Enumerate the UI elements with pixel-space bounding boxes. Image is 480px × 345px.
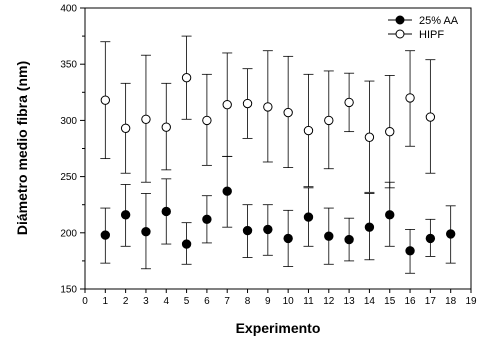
legend-marker-25aa — [395, 15, 405, 25]
data-point-25aa — [344, 234, 354, 245]
y-tick-label: 250 — [60, 172, 77, 183]
data-point-25aa — [161, 206, 171, 217]
x-tick-label: 3 — [143, 296, 149, 307]
y-axis: 150 200 250 300 350 400 — [60, 4, 85, 296]
data-point-hipf — [181, 72, 192, 83]
data-markers — [100, 72, 456, 256]
x-tick-label: 8 — [245, 296, 251, 307]
x-axis-title: Experimento — [236, 320, 321, 336]
data-point-25aa — [324, 231, 334, 241]
data-point-25aa — [445, 229, 456, 239]
x-tick-label: 19 — [465, 296, 477, 307]
x-tick-label: 10 — [283, 296, 295, 307]
legend-label-hipf: HIPF — [419, 29, 444, 41]
data-point-25aa — [263, 224, 273, 235]
data-point-25aa — [100, 230, 111, 240]
data-point-25aa — [181, 239, 192, 249]
data-point-hipf — [100, 95, 111, 105]
data-point-25aa — [425, 233, 436, 244]
data-point-hipf — [222, 99, 232, 110]
y-tick-label: 300 — [60, 116, 77, 127]
legend-marker-hipf — [395, 29, 405, 39]
data-point-hipf — [303, 125, 314, 136]
x-tick-label: 5 — [184, 296, 190, 307]
data-point-25aa — [283, 233, 293, 244]
data-point-25aa — [202, 214, 212, 225]
x-tick-label: 0 — [82, 296, 88, 307]
error-bars — [100, 35, 456, 274]
data-point-hipf — [202, 115, 212, 126]
y-axis-title: Diámetro medio fibra (nm) — [14, 61, 30, 235]
x-tick-label: 4 — [163, 296, 169, 307]
data-point-25aa — [405, 246, 415, 256]
x-tick-label: 11 — [303, 296, 314, 307]
x-tick-label: 13 — [344, 296, 356, 307]
x-tick-label: 7 — [224, 296, 230, 307]
x-tick-label: 17 — [425, 296, 437, 307]
data-point-hipf — [242, 98, 253, 109]
legend-label-25aa: 25% AA — [419, 15, 459, 27]
x-tick-label: 1 — [103, 296, 109, 307]
data-point-hipf — [120, 123, 131, 133]
y-tick-label: 200 — [60, 228, 77, 239]
y-tick-label: 400 — [60, 4, 77, 15]
x-tick-label: 15 — [384, 296, 396, 307]
plot-area — [84, 7, 472, 290]
data-point-25aa — [385, 210, 395, 220]
data-point-hipf — [425, 112, 436, 122]
data-point-25aa — [364, 222, 375, 232]
data-point-hipf — [324, 115, 334, 126]
legend: 25% AA HIPF — [388, 15, 459, 41]
x-axis: 0 1 2 3 4 5 6 7 8 9 10 11 12 13 14 15 16 17 18 19 — [82, 289, 477, 307]
data-point-hipf — [141, 114, 151, 124]
x-tick-label: 9 — [265, 296, 271, 307]
x-tick-label: 14 — [364, 296, 376, 307]
data-point-hipf — [405, 93, 415, 103]
data-point-hipf — [161, 122, 171, 132]
data-point-hipf — [344, 97, 354, 108]
x-tick-label: 6 — [204, 296, 210, 307]
data-point-hipf — [385, 126, 395, 137]
data-point-25aa — [141, 226, 151, 237]
data-point-25aa — [120, 210, 131, 220]
data-point-hipf — [283, 107, 293, 118]
x-tick-label: 2 — [123, 296, 129, 307]
x-tick-label: 12 — [323, 296, 335, 307]
y-tick-label: 150 — [60, 285, 77, 296]
data-point-25aa — [242, 225, 253, 236]
data-point-25aa — [303, 212, 314, 222]
data-point-25aa — [222, 186, 232, 196]
y-tick-label: 350 — [60, 60, 77, 71]
data-point-hipf — [364, 132, 375, 142]
data-point-hipf — [263, 102, 273, 112]
x-tick-label: 18 — [445, 296, 457, 307]
x-tick-label: 16 — [404, 296, 416, 307]
